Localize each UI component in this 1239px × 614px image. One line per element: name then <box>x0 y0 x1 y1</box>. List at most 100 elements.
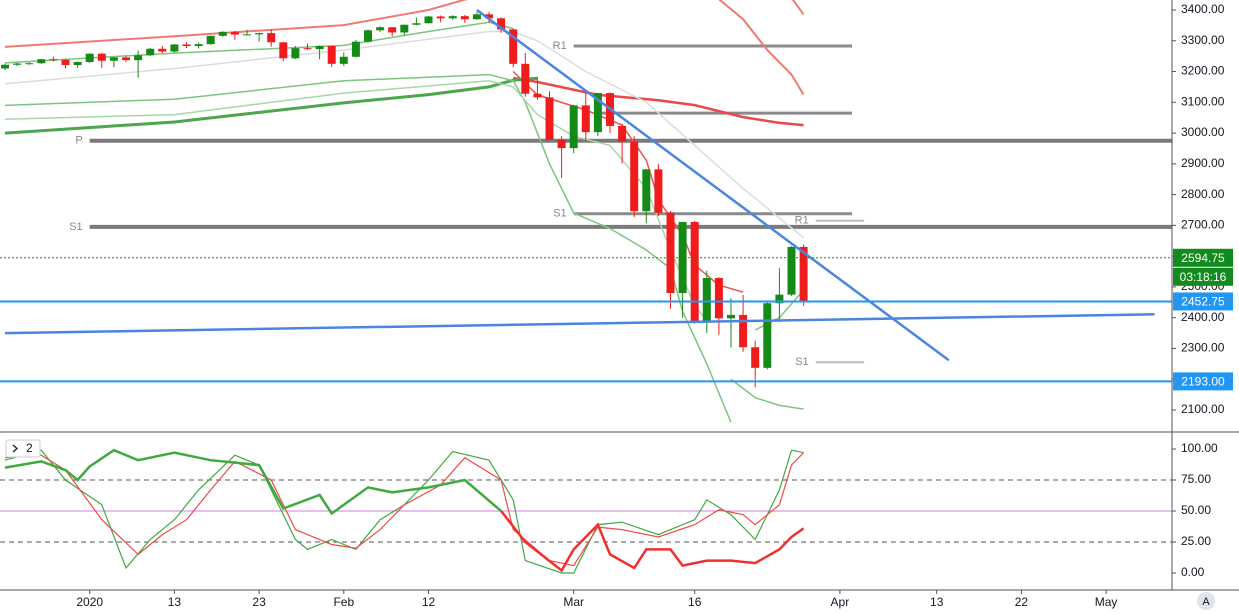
price-tag-label: 2452.75 <box>1181 295 1225 309</box>
candle-body <box>448 16 457 19</box>
axes: 2100.002200.002300.002400.002500.002600.… <box>76 2 1233 609</box>
pivot-label: S1 <box>69 221 82 233</box>
y-tick-label: 25.00 <box>1181 534 1211 548</box>
x-tick-label: Mar <box>563 595 584 609</box>
candle-body <box>388 27 397 33</box>
auto-scale-circle[interactable] <box>1197 592 1215 610</box>
indicator-line <box>791 0 805 16</box>
candle-body <box>678 222 687 294</box>
candle-body <box>255 33 264 35</box>
y-tick-label: 2700.00 <box>1181 218 1225 232</box>
price-tag <box>1173 248 1233 267</box>
candle-body <box>49 59 58 61</box>
candle-body <box>412 23 421 25</box>
y-tick-label: 50.00 <box>1181 503 1211 517</box>
candle-body <box>25 63 34 65</box>
candle-body <box>303 48 312 50</box>
oscillator-line <box>4 448 502 516</box>
price-tag <box>1173 292 1233 311</box>
trend-line <box>4 313 1155 335</box>
candle-body <box>702 278 711 322</box>
x-tick-label: 22 <box>1015 595 1029 609</box>
candle-body <box>243 34 251 36</box>
candle-body <box>376 27 385 31</box>
candle-body <box>339 56 348 64</box>
candle-body <box>327 46 336 64</box>
candle-body <box>581 105 590 133</box>
candle-body <box>146 48 155 56</box>
collapsed-indicator-count: 2 <box>26 441 33 455</box>
candle-body <box>618 126 627 142</box>
candle-body <box>122 57 130 61</box>
candle-body <box>630 141 639 212</box>
candle-body <box>690 222 699 322</box>
indicator-line <box>4 0 468 48</box>
candle-body <box>533 93 542 98</box>
countdown-tag <box>1173 267 1233 286</box>
indicator-line <box>4 80 708 322</box>
indicator-line <box>4 73 732 423</box>
y-tick-label: 2300.00 <box>1181 341 1225 355</box>
y-tick-label: 2100.00 <box>1181 402 1225 416</box>
candle-body <box>364 30 372 42</box>
x-tick-label: 12 <box>422 595 436 609</box>
candle-body <box>315 46 324 50</box>
pivot-label: R1 <box>795 215 809 227</box>
chevron-icon <box>12 444 18 453</box>
candle-body <box>400 24 409 33</box>
legend-box[interactable] <box>5 439 41 458</box>
y-tick-label: 100.00 <box>1181 441 1218 455</box>
candle-body <box>351 41 360 57</box>
candle-body <box>170 44 179 52</box>
candle-body <box>182 44 191 46</box>
candle-body <box>194 44 203 46</box>
candle-body <box>799 246 808 302</box>
y-tick-label: 3400.00 <box>1181 2 1225 16</box>
candle-body <box>206 35 215 45</box>
candle-body <box>436 16 445 19</box>
candle-body <box>460 16 469 20</box>
auto-scale-button[interactable]: A <box>1197 592 1215 610</box>
candle-body <box>714 278 723 319</box>
candle-body <box>158 48 167 52</box>
price-pane: R1 P S1 S1 R1 S1 <box>0 0 1172 423</box>
candle-body <box>424 16 433 24</box>
x-tick-label: Apr <box>831 595 850 609</box>
candle-body <box>727 314 735 319</box>
pivot-label: P <box>75 135 82 147</box>
price-tag-label: 2193.00 <box>1181 375 1225 389</box>
price-tag-label: 2594.75 <box>1181 251 1225 265</box>
candle-body <box>97 53 106 61</box>
candle-body <box>13 63 22 65</box>
candle-body <box>751 347 760 368</box>
candle-body <box>291 48 300 59</box>
countdown-label: 03:18:16 <box>1180 270 1227 284</box>
candle-body <box>557 139 566 149</box>
y-tick-label: 2800.00 <box>1181 187 1225 201</box>
pivot-label: R1 <box>553 40 567 52</box>
x-tick-label: 2020 <box>76 595 103 609</box>
indicator-line <box>4 30 805 239</box>
candle-body <box>218 31 227 36</box>
x-tick-label: 13 <box>168 595 182 609</box>
y-tick-label: 0.00 <box>1181 565 1205 579</box>
oscillator-line <box>4 449 804 574</box>
y-tick-label: 3300.00 <box>1181 33 1225 47</box>
price-tag <box>1173 372 1233 391</box>
x-tick-label: 23 <box>252 595 266 609</box>
candle-body <box>593 93 602 133</box>
candle-body <box>1 64 9 69</box>
candle-body <box>509 29 518 64</box>
x-tick-label: 13 <box>930 595 944 609</box>
candle-body <box>485 14 493 19</box>
candle-body <box>666 212 675 294</box>
candle-body <box>497 18 506 30</box>
indicator-legend[interactable]: 2 <box>5 439 41 458</box>
candle-body <box>279 42 288 59</box>
candle-body <box>787 246 796 295</box>
pivot-label: S1 <box>795 356 808 368</box>
candle-body <box>37 59 46 64</box>
